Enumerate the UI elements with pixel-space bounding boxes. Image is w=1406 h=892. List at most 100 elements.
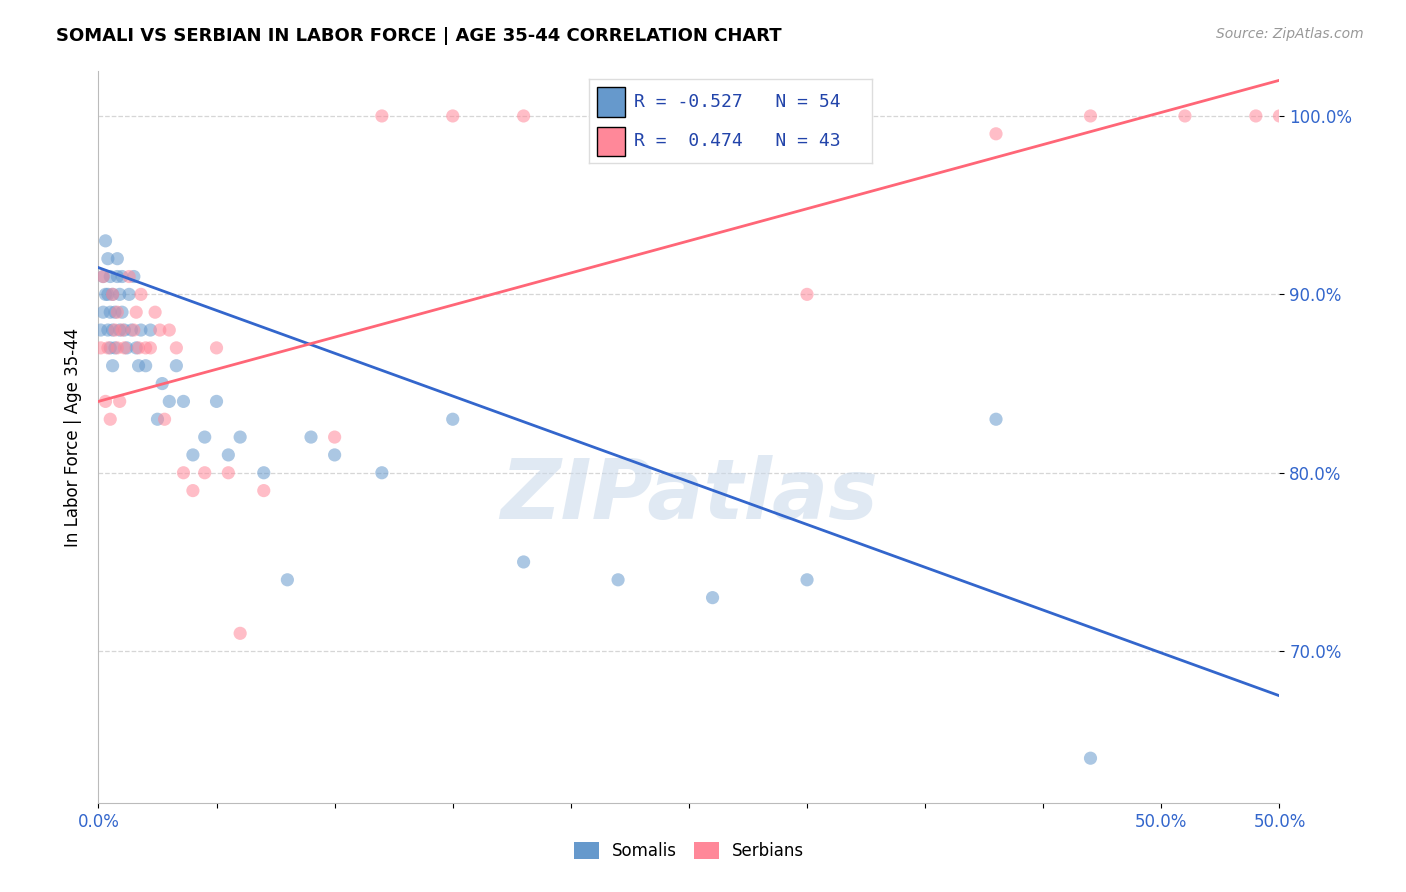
- Point: [105, 305, 128, 319]
- Point: [129, 323, 152, 337]
- Point: [125, 305, 148, 319]
- Point: [125, 341, 148, 355]
- Point: [512, 555, 534, 569]
- Point: [108, 323, 131, 337]
- Point: [128, 359, 150, 373]
- Point: [98, 341, 121, 355]
- Point: [90, 341, 112, 355]
- Point: [253, 483, 276, 498]
- Point: [118, 269, 141, 284]
- Point: [157, 323, 180, 337]
- Point: [181, 483, 204, 498]
- Point: [129, 287, 152, 301]
- Point: [796, 573, 818, 587]
- Point: [1268, 109, 1291, 123]
- Point: [1174, 109, 1197, 123]
- Point: [105, 252, 128, 266]
- Point: [194, 466, 217, 480]
- Point: [1080, 109, 1102, 123]
- Point: [172, 394, 194, 409]
- Point: [108, 394, 131, 409]
- Point: [105, 269, 128, 284]
- Legend: Somalis, Serbians: Somalis, Serbians: [574, 842, 804, 860]
- Point: [157, 394, 180, 409]
- Point: [122, 269, 145, 284]
- Point: [323, 430, 346, 444]
- Point: [101, 359, 124, 373]
- Point: [146, 412, 169, 426]
- Point: [607, 109, 630, 123]
- Point: [135, 341, 157, 355]
- Point: [111, 323, 134, 337]
- Point: [607, 573, 630, 587]
- Text: SOMALI VS SERBIAN IN LABOR FORCE | AGE 35-44 CORRELATION CHART: SOMALI VS SERBIAN IN LABOR FORCE | AGE 3…: [56, 27, 782, 45]
- Point: [97, 252, 120, 266]
- Point: [181, 448, 204, 462]
- Point: [371, 109, 394, 123]
- Point: [276, 573, 298, 587]
- Point: [121, 323, 143, 337]
- Point: [91, 305, 114, 319]
- Point: [101, 287, 124, 301]
- Point: [323, 448, 346, 462]
- Point: [702, 591, 724, 605]
- Point: [97, 287, 120, 301]
- Point: [139, 341, 162, 355]
- Point: [150, 376, 173, 391]
- Point: [149, 323, 172, 337]
- Point: [97, 323, 120, 337]
- Point: [112, 323, 135, 337]
- Point: [165, 341, 187, 355]
- Point: [796, 287, 818, 301]
- Point: [111, 305, 134, 319]
- Point: [97, 341, 120, 355]
- Point: [139, 323, 162, 337]
- Point: [229, 430, 252, 444]
- Point: [90, 323, 112, 337]
- Point: [108, 287, 131, 301]
- Point: [1080, 751, 1102, 765]
- Point: [153, 412, 176, 426]
- Point: [118, 287, 141, 301]
- Text: ZIPatlas: ZIPatlas: [501, 455, 877, 536]
- Point: [172, 466, 194, 480]
- Point: [104, 341, 127, 355]
- Point: [98, 412, 121, 426]
- Point: [143, 305, 166, 319]
- Point: [441, 109, 464, 123]
- Point: [217, 466, 239, 480]
- Point: [194, 430, 217, 444]
- Point: [111, 269, 134, 284]
- Point: [128, 341, 150, 355]
- Point: [165, 359, 187, 373]
- Point: [94, 287, 117, 301]
- Point: [112, 341, 135, 355]
- Point: [91, 269, 114, 284]
- Point: [702, 109, 724, 123]
- Point: [104, 305, 127, 319]
- Point: [984, 127, 1007, 141]
- Point: [253, 466, 276, 480]
- Point: [94, 394, 117, 409]
- Point: [98, 305, 121, 319]
- Point: [1244, 109, 1267, 123]
- Point: [104, 323, 127, 337]
- Point: [98, 269, 121, 284]
- Point: [122, 323, 145, 337]
- Point: [135, 359, 157, 373]
- Point: [512, 109, 534, 123]
- Point: [101, 287, 124, 301]
- Point: [217, 448, 239, 462]
- Y-axis label: In Labor Force | Age 35-44: In Labor Force | Age 35-44: [63, 327, 82, 547]
- Point: [101, 323, 124, 337]
- Point: [371, 466, 394, 480]
- Point: [441, 412, 464, 426]
- Point: [115, 341, 138, 355]
- Point: [94, 234, 117, 248]
- Point: [299, 430, 322, 444]
- Point: [105, 341, 128, 355]
- Point: [229, 626, 252, 640]
- Point: [91, 269, 114, 284]
- Text: Source: ZipAtlas.com: Source: ZipAtlas.com: [1216, 27, 1364, 41]
- Point: [984, 412, 1007, 426]
